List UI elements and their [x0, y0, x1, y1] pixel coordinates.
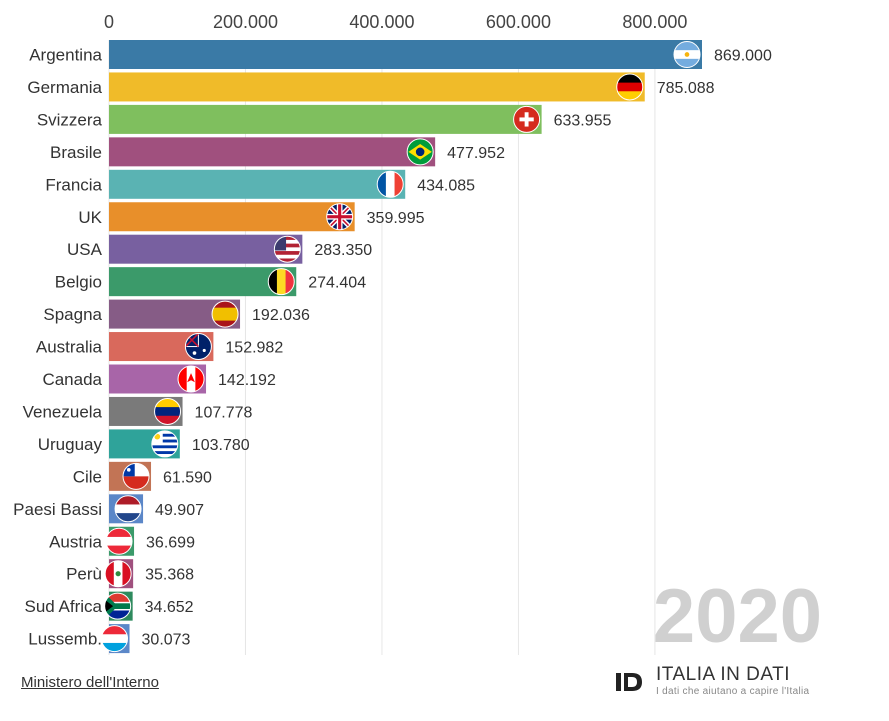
value-label: 359.995 — [367, 210, 425, 227]
bar-group: Austria 36.699 — [49, 526, 195, 556]
bar-group: Canada 142.192 — [42, 364, 276, 394]
spain-flag-icon — [211, 300, 239, 328]
bar-group: Lussemb. 30.073 — [28, 624, 191, 654]
bar-group: UK 359.995 — [78, 202, 425, 232]
france-flag-icon — [376, 170, 404, 198]
category-label: Francia — [45, 175, 102, 194]
bar — [109, 169, 406, 199]
category-label: Australia — [36, 338, 103, 357]
argentina-flag-icon — [673, 41, 701, 68]
brand-logo-icon — [616, 673, 642, 691]
bar-chart: 0 200.000 400.000 600.000 800.000 Argentina 8… — [13, 12, 822, 659]
germany-flag-icon — [616, 73, 644, 101]
value-label: 61.590 — [163, 469, 212, 486]
category-label: Austria — [49, 532, 102, 551]
bar — [109, 234, 303, 264]
category-label: Svizzera — [37, 110, 103, 129]
x-tick-label: 600.000 — [486, 12, 551, 32]
bar-group: Paesi Bassi 49.907 — [13, 494, 204, 524]
year-label: 2020 — [653, 574, 822, 659]
bar-group: Brasile 477.952 — [50, 137, 505, 167]
x-tick-label: 200.000 — [213, 12, 278, 32]
value-label: 107.778 — [195, 404, 253, 421]
value-label: 142.192 — [218, 372, 276, 389]
value-label: 477.952 — [447, 145, 505, 162]
category-label: Paesi Bassi — [13, 500, 102, 519]
x-tick-label: 0 — [104, 12, 114, 32]
peru-flag-icon — [104, 560, 132, 588]
bar — [109, 202, 355, 232]
value-label: 869.000 — [714, 48, 772, 65]
bar — [109, 137, 436, 167]
source-link[interactable]: Ministero dell'Interno — [21, 674, 159, 691]
bar — [109, 104, 542, 134]
bar-group: Australia 152.982 — [36, 332, 283, 362]
value-label: 785.088 — [657, 80, 715, 97]
category-label: Cile — [73, 467, 102, 486]
x-axis-ticks: 0 200.000 400.000 600.000 800.000 — [104, 12, 687, 32]
netherlands-flag-icon — [114, 495, 142, 523]
brand: ITALIA IN DATI I dati che aiutano a capi… — [614, 664, 844, 704]
bar-group: Sud Africa 34.652 — [25, 591, 194, 621]
australia-flag-icon — [184, 333, 212, 361]
uruguay-flag-icon — [151, 430, 179, 458]
value-label: 36.699 — [146, 534, 195, 551]
canada-flag-icon — [177, 365, 205, 393]
category-label: Venezuela — [23, 402, 103, 421]
south-africa-flag-icon — [104, 592, 132, 620]
x-tick-label: 400.000 — [349, 12, 414, 32]
value-label: 434.085 — [417, 177, 475, 194]
brazil-flag-icon — [406, 138, 434, 166]
value-label: 152.982 — [225, 340, 283, 357]
category-label: Perù — [66, 565, 102, 584]
category-label: Lussemb. — [28, 630, 102, 649]
category-label: Germania — [27, 78, 102, 97]
value-label: 274.404 — [308, 275, 366, 292]
value-label: 35.368 — [145, 567, 194, 584]
bar-group: Cile 61.590 — [73, 461, 212, 491]
bar-group: Germania 785.088 — [27, 72, 715, 102]
bar — [109, 72, 645, 102]
value-label: 34.652 — [145, 599, 194, 616]
bars: Argentina 869.000 Germania 785.088 Svizzera 6… — [13, 40, 772, 654]
austria-flag-icon — [105, 527, 133, 555]
bar-group: Belgio 274.404 — [55, 267, 366, 297]
bar-group: Uruguay 103.780 — [38, 429, 250, 459]
category-label: Canada — [42, 370, 102, 389]
usa-flag-icon — [273, 235, 301, 263]
bar-group: Venezuela 107.778 — [23, 396, 253, 426]
value-label: 49.907 — [155, 502, 204, 519]
category-label: Argentina — [29, 46, 102, 65]
category-label: USA — [67, 240, 103, 259]
value-label: 283.350 — [314, 242, 372, 259]
luxembourg-flag-icon — [101, 625, 129, 653]
value-label: 192.036 — [252, 307, 310, 324]
category-label: Uruguay — [38, 435, 103, 454]
brand-tagline: I dati che aiutano a capire l'Italia — [656, 686, 810, 697]
bar — [109, 40, 702, 69]
bar-group: Argentina 869.000 — [29, 40, 772, 69]
category-label: Spagna — [43, 305, 102, 324]
category-label: Belgio — [55, 273, 102, 292]
bar — [109, 267, 297, 297]
bar-group: USA 283.350 — [67, 234, 372, 264]
chile-flag-icon — [122, 462, 150, 490]
belgium-flag-icon — [267, 268, 295, 296]
bar-group: Perù 35.368 — [66, 559, 194, 589]
bar-group: Francia 434.085 — [45, 169, 475, 199]
bar-group: Spagna 192.036 — [43, 299, 310, 329]
value-label: 30.073 — [142, 632, 191, 649]
venezuela-flag-icon — [154, 397, 182, 425]
category-label: Sud Africa — [25, 597, 103, 616]
x-tick-label: 800.000 — [622, 12, 687, 32]
category-label: UK — [78, 208, 102, 227]
value-label: 103.780 — [192, 437, 250, 454]
bar-group: Svizzera 633.955 — [37, 104, 612, 134]
category-label: Brasile — [50, 143, 102, 162]
switzerland-flag-icon — [513, 105, 541, 133]
uk-flag-icon — [326, 203, 354, 231]
value-label: 633.955 — [554, 112, 612, 129]
brand-name: ITALIA IN DATI — [656, 664, 791, 685]
